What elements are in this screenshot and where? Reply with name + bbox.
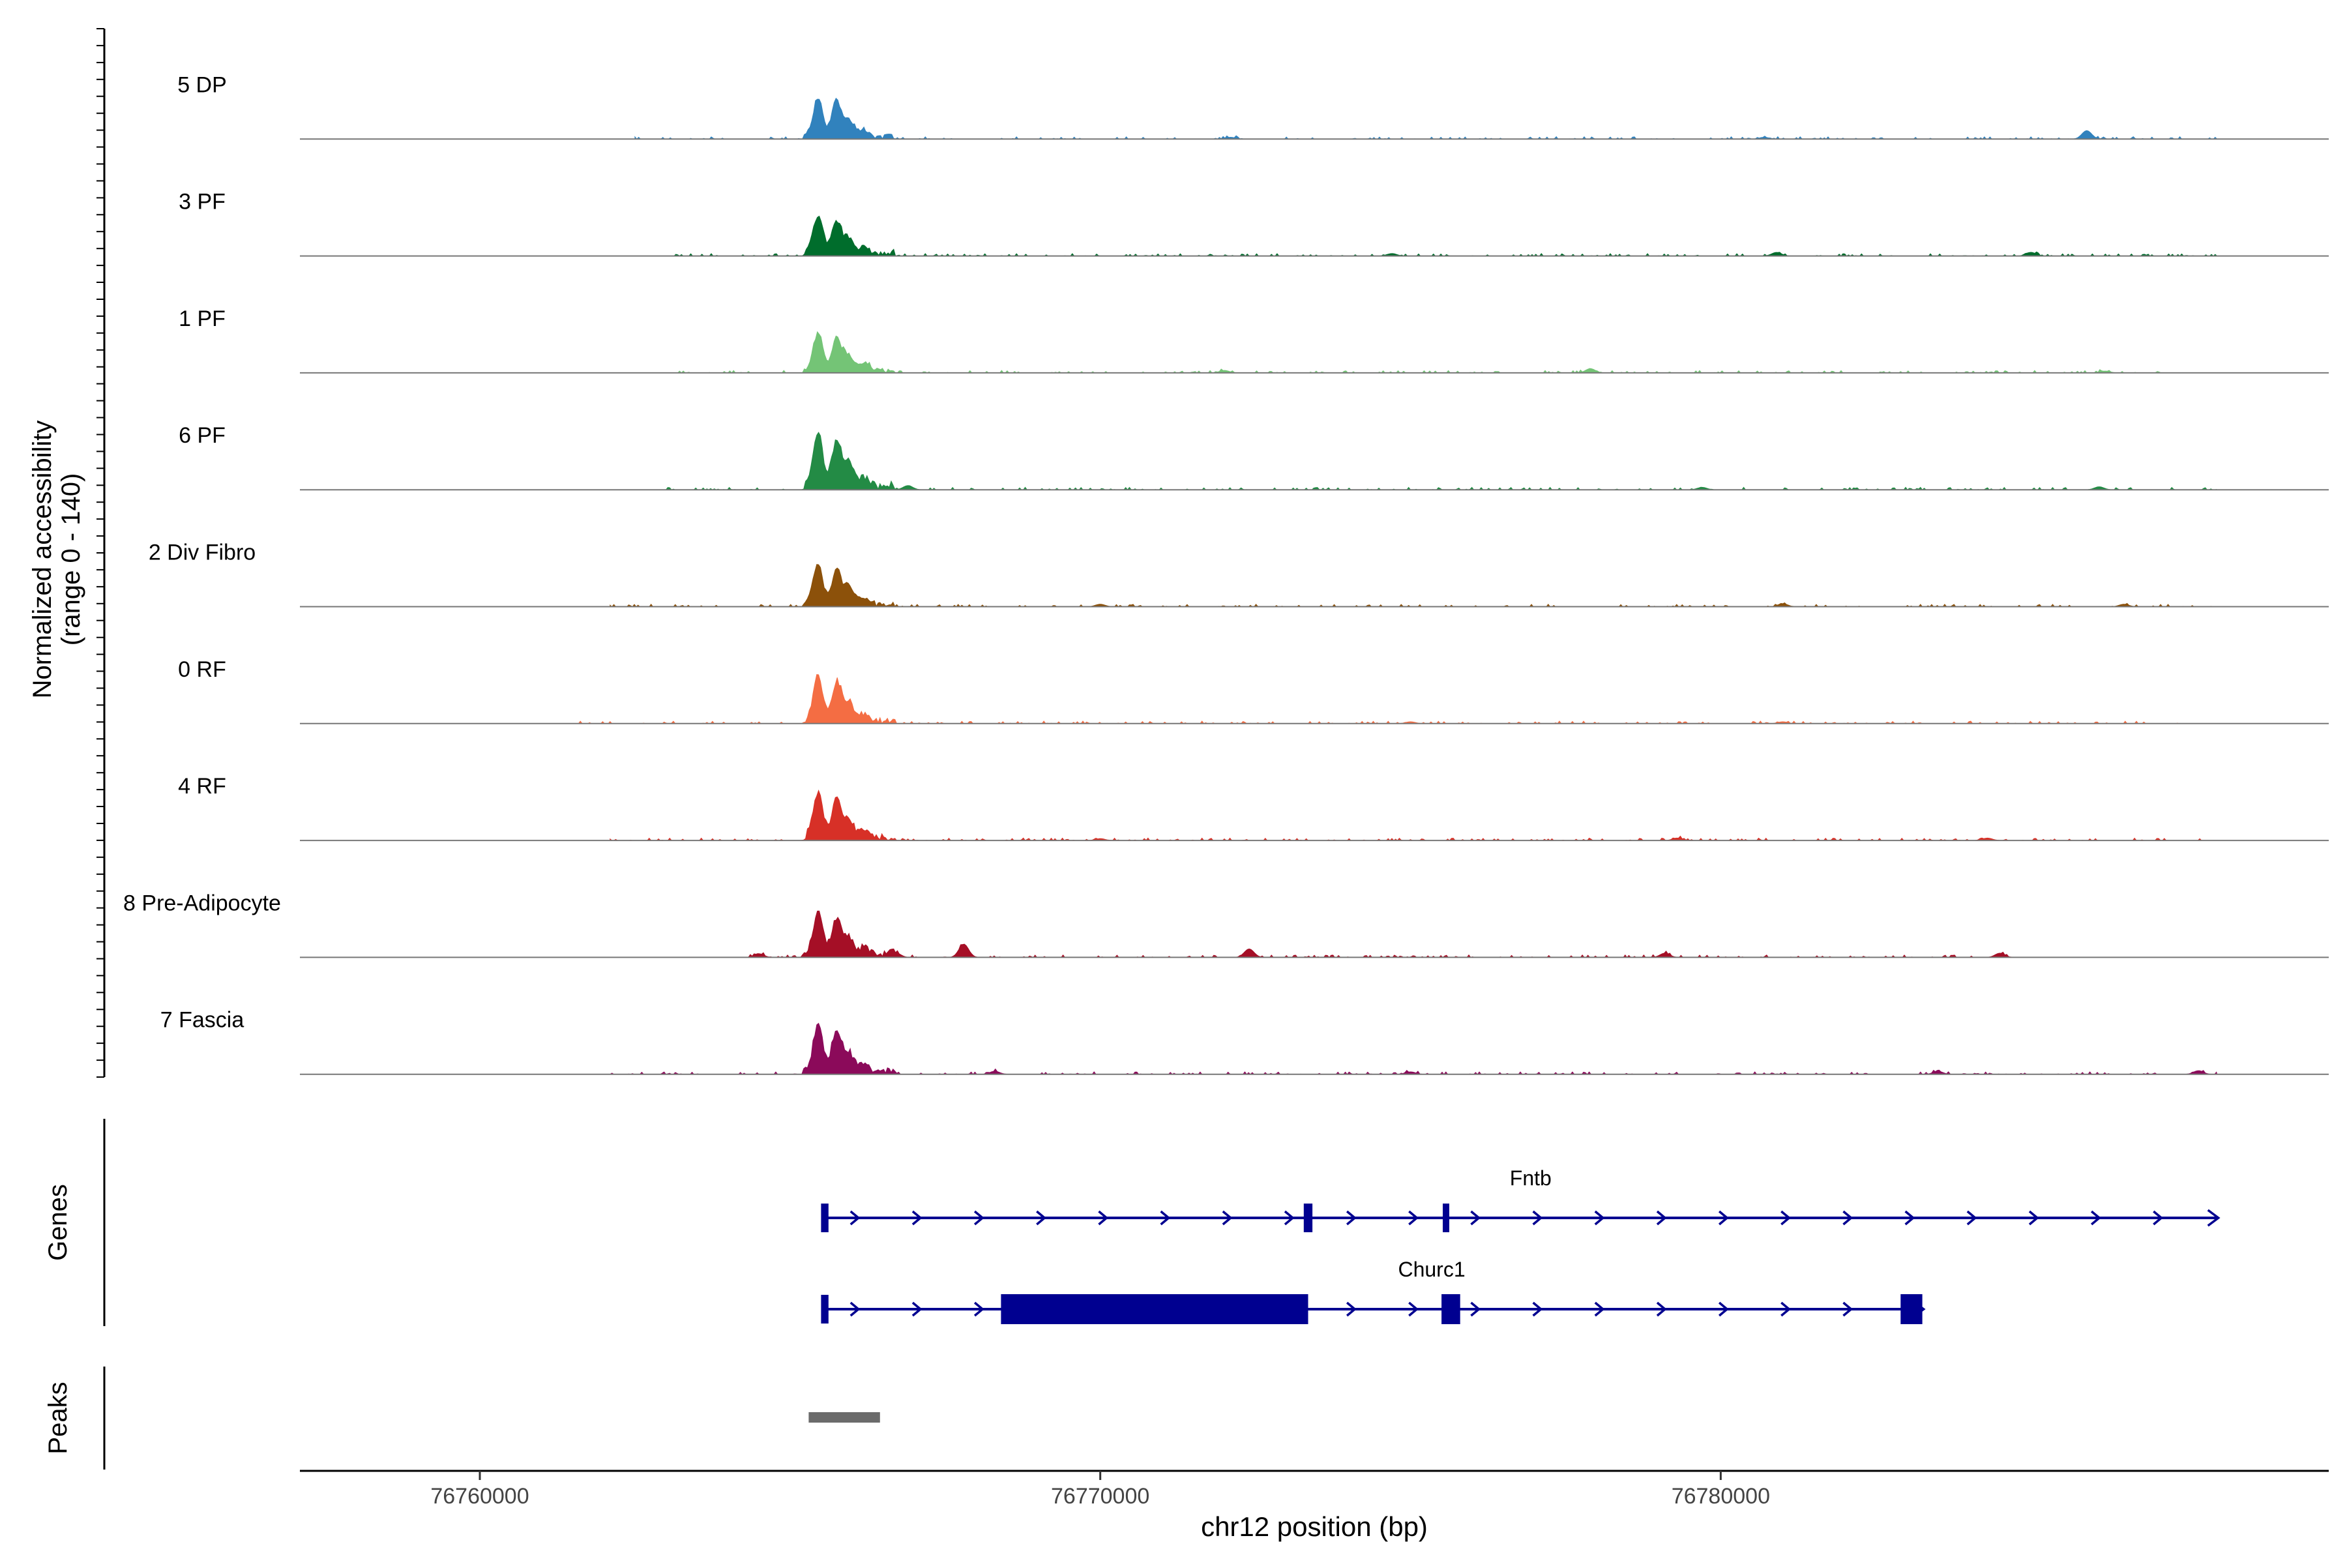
strand-arrow — [1470, 1301, 1481, 1317]
strand-arrow — [1904, 1210, 1915, 1226]
peak-region — [808, 1412, 880, 1423]
exon — [1001, 1294, 1308, 1324]
track-label: 6 PF — [179, 423, 226, 448]
strand-arrow — [2028, 1210, 2039, 1226]
track-3: 1 PF — [179, 306, 2329, 374]
exon — [821, 1204, 829, 1232]
strand-arrow — [1718, 1210, 1729, 1226]
strand-arrow — [1532, 1301, 1543, 1317]
strand-arrow — [973, 1301, 984, 1317]
strand-arrow — [1594, 1210, 1605, 1226]
strand-arrow — [1718, 1301, 1729, 1317]
track-label: 0 RF — [178, 657, 226, 682]
accessibility-axis — [96, 28, 106, 1078]
gene-churc1: Churc1 — [821, 1258, 1926, 1324]
track-9: 7 Fascia — [160, 1008, 2329, 1075]
track-6: 0 RF — [178, 657, 2329, 724]
exon — [1303, 1204, 1313, 1232]
strand-arrow — [1160, 1210, 1171, 1226]
strand-arrow — [1408, 1210, 1419, 1226]
strand-arrow — [849, 1301, 861, 1317]
track-5: 2 Div Fibro — [149, 540, 2329, 608]
coverage-area — [608, 1022, 2218, 1075]
strand-arrow — [2207, 1209, 2221, 1227]
gene-fntb: Fntb — [821, 1166, 2221, 1232]
exon — [1441, 1294, 1460, 1324]
coverage-area — [672, 215, 2219, 257]
genes-track-label: Genes — [44, 1184, 72, 1261]
strand-arrow — [849, 1210, 861, 1226]
x-tick-label: 76760000 — [430, 1484, 529, 1509]
strand-arrow — [1036, 1210, 1046, 1226]
coverage-area — [665, 432, 2217, 490]
coverage-area — [610, 564, 2211, 608]
y-axis-label: Normalized accessibility — [28, 421, 57, 699]
track-label: 7 Fascia — [160, 1008, 244, 1033]
track-label: 1 PF — [179, 306, 226, 331]
peak-track — [808, 1412, 880, 1423]
strand-arrow — [1966, 1210, 1977, 1226]
track-2: 3 PF — [179, 190, 2329, 257]
peaks-track-label: Peaks — [44, 1382, 72, 1454]
coverage-area — [672, 331, 2180, 374]
strand-arrow — [1780, 1301, 1792, 1317]
coverage-area — [610, 790, 2211, 841]
strand-arrow — [1780, 1210, 1792, 1226]
track-1: 5 DP — [177, 72, 2329, 140]
strand-arrow — [1842, 1210, 1853, 1226]
strand-arrow — [1222, 1210, 1233, 1226]
coverage-area — [746, 910, 2013, 958]
track-label: 3 PF — [179, 190, 226, 214]
strand-arrow — [2153, 1210, 2164, 1226]
gene-label: Fntb — [1510, 1166, 1552, 1190]
track-7: 4 RF — [178, 774, 2329, 842]
strand-arrow — [1098, 1210, 1109, 1226]
strand-arrow — [1842, 1301, 1853, 1317]
coverage-tracks: 5 DP 3 PF 1 PF 6 PF 2 Div Fibro 0 RF 4 RF 8 Pre… — [123, 72, 2329, 1075]
track-label: 5 DP — [177, 72, 227, 97]
gene-track: Fntb Churc1 — [821, 1166, 2221, 1324]
exon — [1443, 1204, 1449, 1232]
x-axis-ticks: 76760000 76770000 76780000 — [430, 1471, 1770, 1509]
track-label: 4 RF — [178, 774, 226, 799]
strand-arrow — [2090, 1210, 2101, 1226]
strand-arrow — [1346, 1301, 1357, 1317]
coverage-area — [572, 674, 2199, 724]
x-tick-label: 76770000 — [1051, 1484, 1149, 1509]
x-tick-label: 76780000 — [1672, 1484, 1770, 1509]
track-4: 6 PF — [179, 423, 2329, 491]
strand-arrow — [911, 1301, 923, 1317]
strand-arrow — [1470, 1210, 1481, 1226]
strand-arrow — [911, 1210, 923, 1226]
strand-arrow — [1656, 1210, 1667, 1226]
strand-arrow — [1656, 1301, 1667, 1317]
strand-arrow — [1594, 1301, 1605, 1317]
track-8: 8 Pre-Adipocyte — [123, 891, 2329, 958]
strand-arrow — [1408, 1301, 1419, 1317]
strand-arrow — [1532, 1210, 1543, 1226]
track-label: 2 Div Fibro — [149, 540, 256, 565]
gene-label: Churc1 — [1398, 1258, 1465, 1281]
y-axis-range-label: (range 0 - 140) — [57, 473, 85, 646]
track-label: 8 Pre-Adipocyte — [123, 891, 281, 915]
x-axis-label: chr12 position (bp) — [1201, 1511, 1428, 1542]
strand-arrow — [973, 1210, 984, 1226]
exon — [1900, 1294, 1923, 1324]
strand-arrow — [1346, 1210, 1357, 1226]
coverage-area — [634, 97, 2218, 140]
strand-arrow — [1284, 1210, 1295, 1226]
exon — [821, 1295, 829, 1324]
